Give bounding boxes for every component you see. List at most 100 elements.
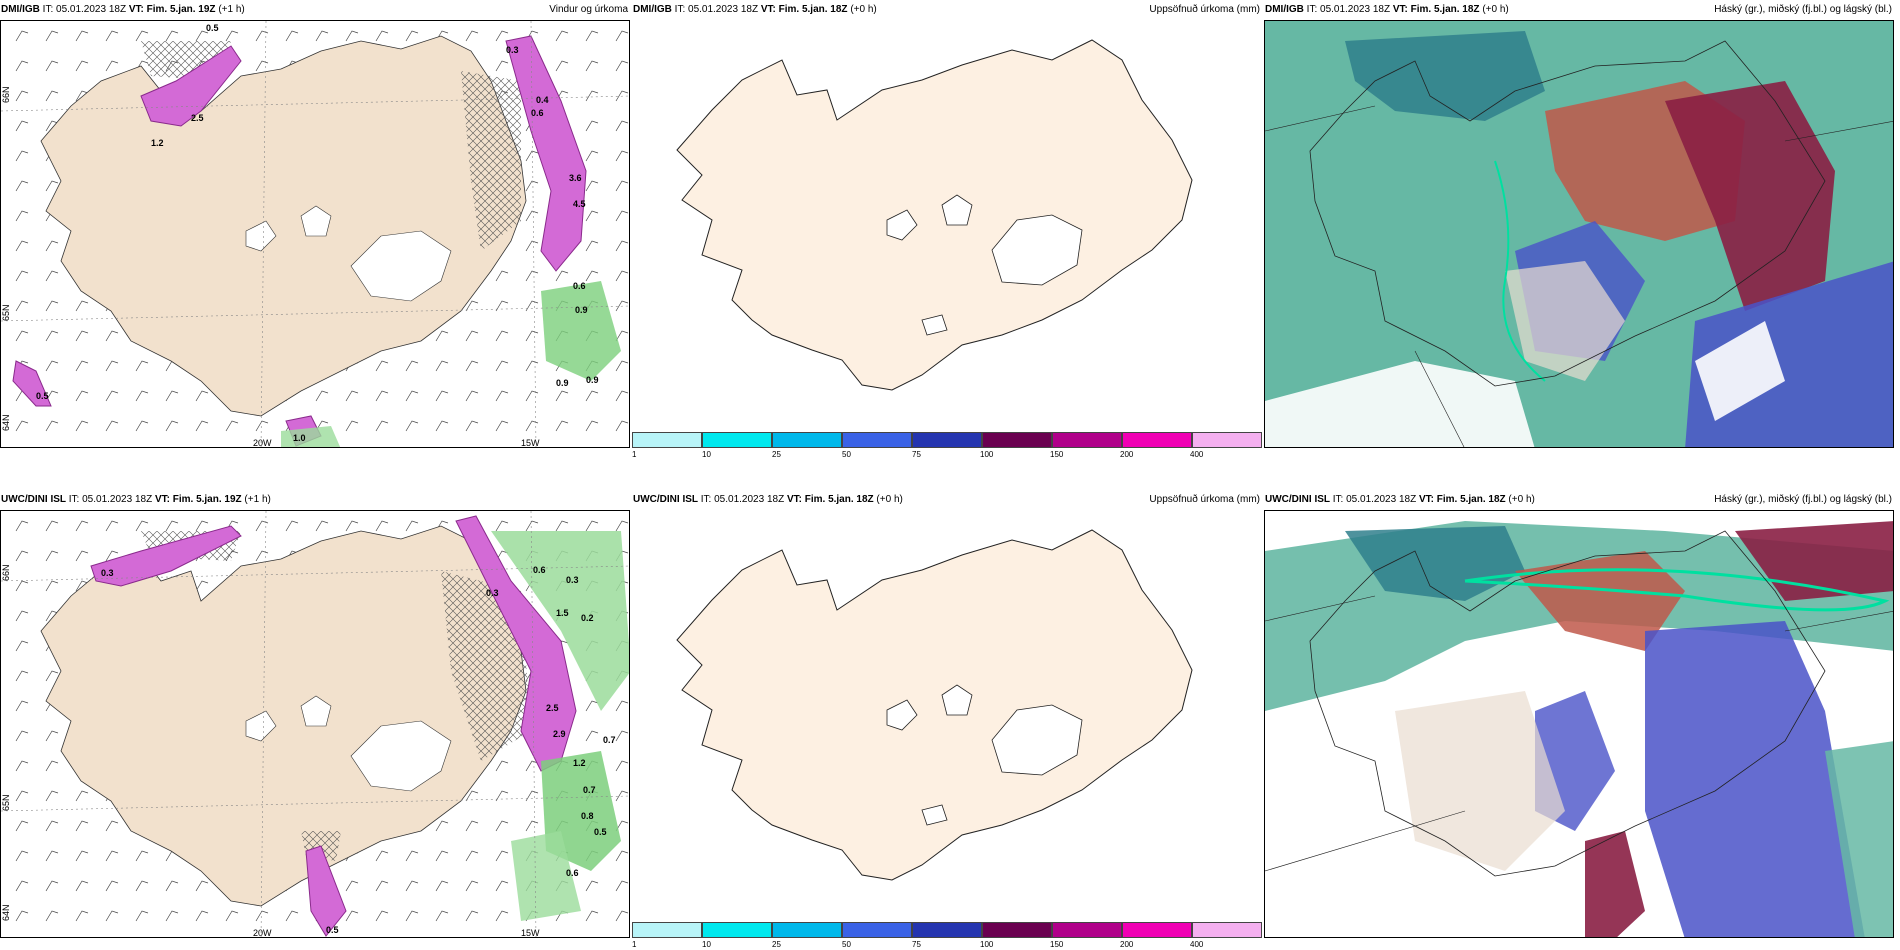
value-label: 3.6 xyxy=(569,173,582,183)
wind-barb-icon xyxy=(105,850,119,862)
wind-barb-icon xyxy=(585,240,599,252)
wind-barb-icon xyxy=(345,420,359,432)
panel-bottom-mid-accum-precip: UWC/DINI ISL IT: 05.01.2023 18Z VT: Fim.… xyxy=(632,490,1262,949)
glacier-1 xyxy=(991,214,1083,286)
wind-barb-icon xyxy=(45,360,59,372)
wind-barb-icon xyxy=(615,880,629,892)
wind-barb-icon xyxy=(105,60,119,72)
colorbar-swatch xyxy=(912,922,982,938)
wind-barb-icon xyxy=(45,240,59,252)
colorbar-tick: 150 xyxy=(1050,450,1064,459)
wind-barb-icon xyxy=(435,820,449,832)
wind-barb-icon xyxy=(45,90,59,102)
wind-barb-icon xyxy=(255,520,269,532)
wind-barb-icon xyxy=(105,520,119,532)
wind-barb-icon xyxy=(375,520,389,532)
wind-barb-icon xyxy=(375,360,389,372)
map-area: 66N 65N 64N 20W 15W 0.3 0.6 0.3 0.2 1.5 … xyxy=(0,510,630,938)
wind-barb-icon xyxy=(465,850,479,862)
wind-precip-map: 66N 65N 64N 20W 15W 0.5 0.3 0.6 2.5 1.2 … xyxy=(1,21,629,447)
wind-barb-icon xyxy=(15,550,29,562)
lead-time: (+1 h) xyxy=(215,4,245,15)
wind-barb-icon xyxy=(615,730,629,742)
wind-barb-icon xyxy=(465,420,479,432)
wind-barb-icon xyxy=(195,390,209,402)
wind-barb-icon xyxy=(165,30,179,42)
colorbar-tick: 100 xyxy=(980,450,994,459)
wind-barb-icon xyxy=(465,330,479,342)
valid-time: VT: Fim. 5.jan. 19Z xyxy=(128,4,216,15)
cloud-cover-map xyxy=(1265,21,1893,447)
colorbar-swatch xyxy=(1122,432,1192,448)
wind-barb-icon xyxy=(285,30,299,42)
colorbar-tick: 200 xyxy=(1120,940,1134,949)
wind-barb-icon xyxy=(15,820,29,832)
wind-barb-icon xyxy=(405,520,419,532)
wind-barb-icon xyxy=(45,420,59,432)
wind-barb-icon xyxy=(45,300,59,312)
wind-barb-icon xyxy=(615,180,629,192)
value-label: 0.8 xyxy=(581,811,594,821)
precip-band-nw xyxy=(140,45,242,127)
wind-barb-icon xyxy=(585,150,599,162)
wind-barb-icon xyxy=(435,850,449,862)
colorbar-swatch xyxy=(982,432,1052,448)
wind-barb-icon xyxy=(615,150,629,162)
colorbar-tick: 10 xyxy=(702,940,711,949)
wind-barb-icon xyxy=(45,730,59,742)
wind-barb-icon xyxy=(465,790,479,802)
model-name: UWC/DINI ISL xyxy=(1,494,66,505)
wind-barb-icon xyxy=(615,790,629,802)
wind-barb-icon xyxy=(465,390,479,402)
wind-barb-icon xyxy=(105,390,119,402)
wind-barb-icon xyxy=(45,550,59,562)
wind-barb-icon xyxy=(105,550,119,562)
lat-label-64n: 64N xyxy=(1,414,11,431)
wind-barb-icon xyxy=(525,210,539,222)
panel-title: Uppsöfnuð úrkoma (mm) xyxy=(1149,4,1260,15)
wind-barb-icon xyxy=(615,240,629,252)
value-label: 4.5 xyxy=(573,199,586,209)
value-label: 0.3 xyxy=(566,575,579,585)
wind-barb-icon xyxy=(435,420,449,432)
wind-barb-icon xyxy=(45,910,59,922)
wind-barb-icon xyxy=(15,120,29,132)
lead-time: (+0 h) xyxy=(873,494,903,505)
iceland-land xyxy=(676,529,1193,881)
wind-barb-icon xyxy=(375,30,389,42)
value-label: 0.5 xyxy=(326,925,339,935)
precip-sw xyxy=(12,360,52,407)
accum-precip-map xyxy=(676,39,1193,391)
wind-barb-icon xyxy=(15,790,29,802)
wind-barb-icon xyxy=(615,60,629,72)
wind-barb-icon xyxy=(135,360,149,372)
glacier-3 xyxy=(245,220,277,252)
wind-barb-icon xyxy=(465,300,479,312)
precip-colorbar: 1 10 25 50 75 100 150 200 400 xyxy=(632,432,1262,459)
colorbar-swatch xyxy=(912,432,982,448)
wind-barb-icon xyxy=(255,30,269,42)
wind-barb-icon xyxy=(45,760,59,772)
value-label: 0.6 xyxy=(531,108,544,118)
wind-barb-icon xyxy=(495,300,509,312)
precip-sea-green xyxy=(491,531,629,711)
wind-barb-icon xyxy=(225,30,239,42)
lat-label-64n: 64N xyxy=(1,904,11,921)
wind-barb-icon xyxy=(495,850,509,862)
wind-barb-icon xyxy=(15,580,29,592)
wind-barb-icon xyxy=(15,60,29,72)
map-area: 66N 65N 64N 20W 15W 0.5 0.3 0.6 2.5 1.2 … xyxy=(0,20,630,448)
wind-barb-icon xyxy=(615,420,629,432)
wind-barb-icon xyxy=(135,910,149,922)
wind-barb-icon xyxy=(75,550,89,562)
colorbar-swatch xyxy=(772,432,842,448)
wind-barb-icon xyxy=(615,520,629,532)
colorbar-swatch xyxy=(982,922,1052,938)
wind-barb-icon xyxy=(465,30,479,42)
colorbar-tick: 10 xyxy=(702,450,711,459)
wind-barb-icon xyxy=(15,270,29,282)
colorbar-swatch xyxy=(1122,922,1192,938)
wind-barb-icon xyxy=(75,850,89,862)
lon-label-20w: 20W xyxy=(253,928,272,938)
wind-barb-icon xyxy=(165,390,179,402)
